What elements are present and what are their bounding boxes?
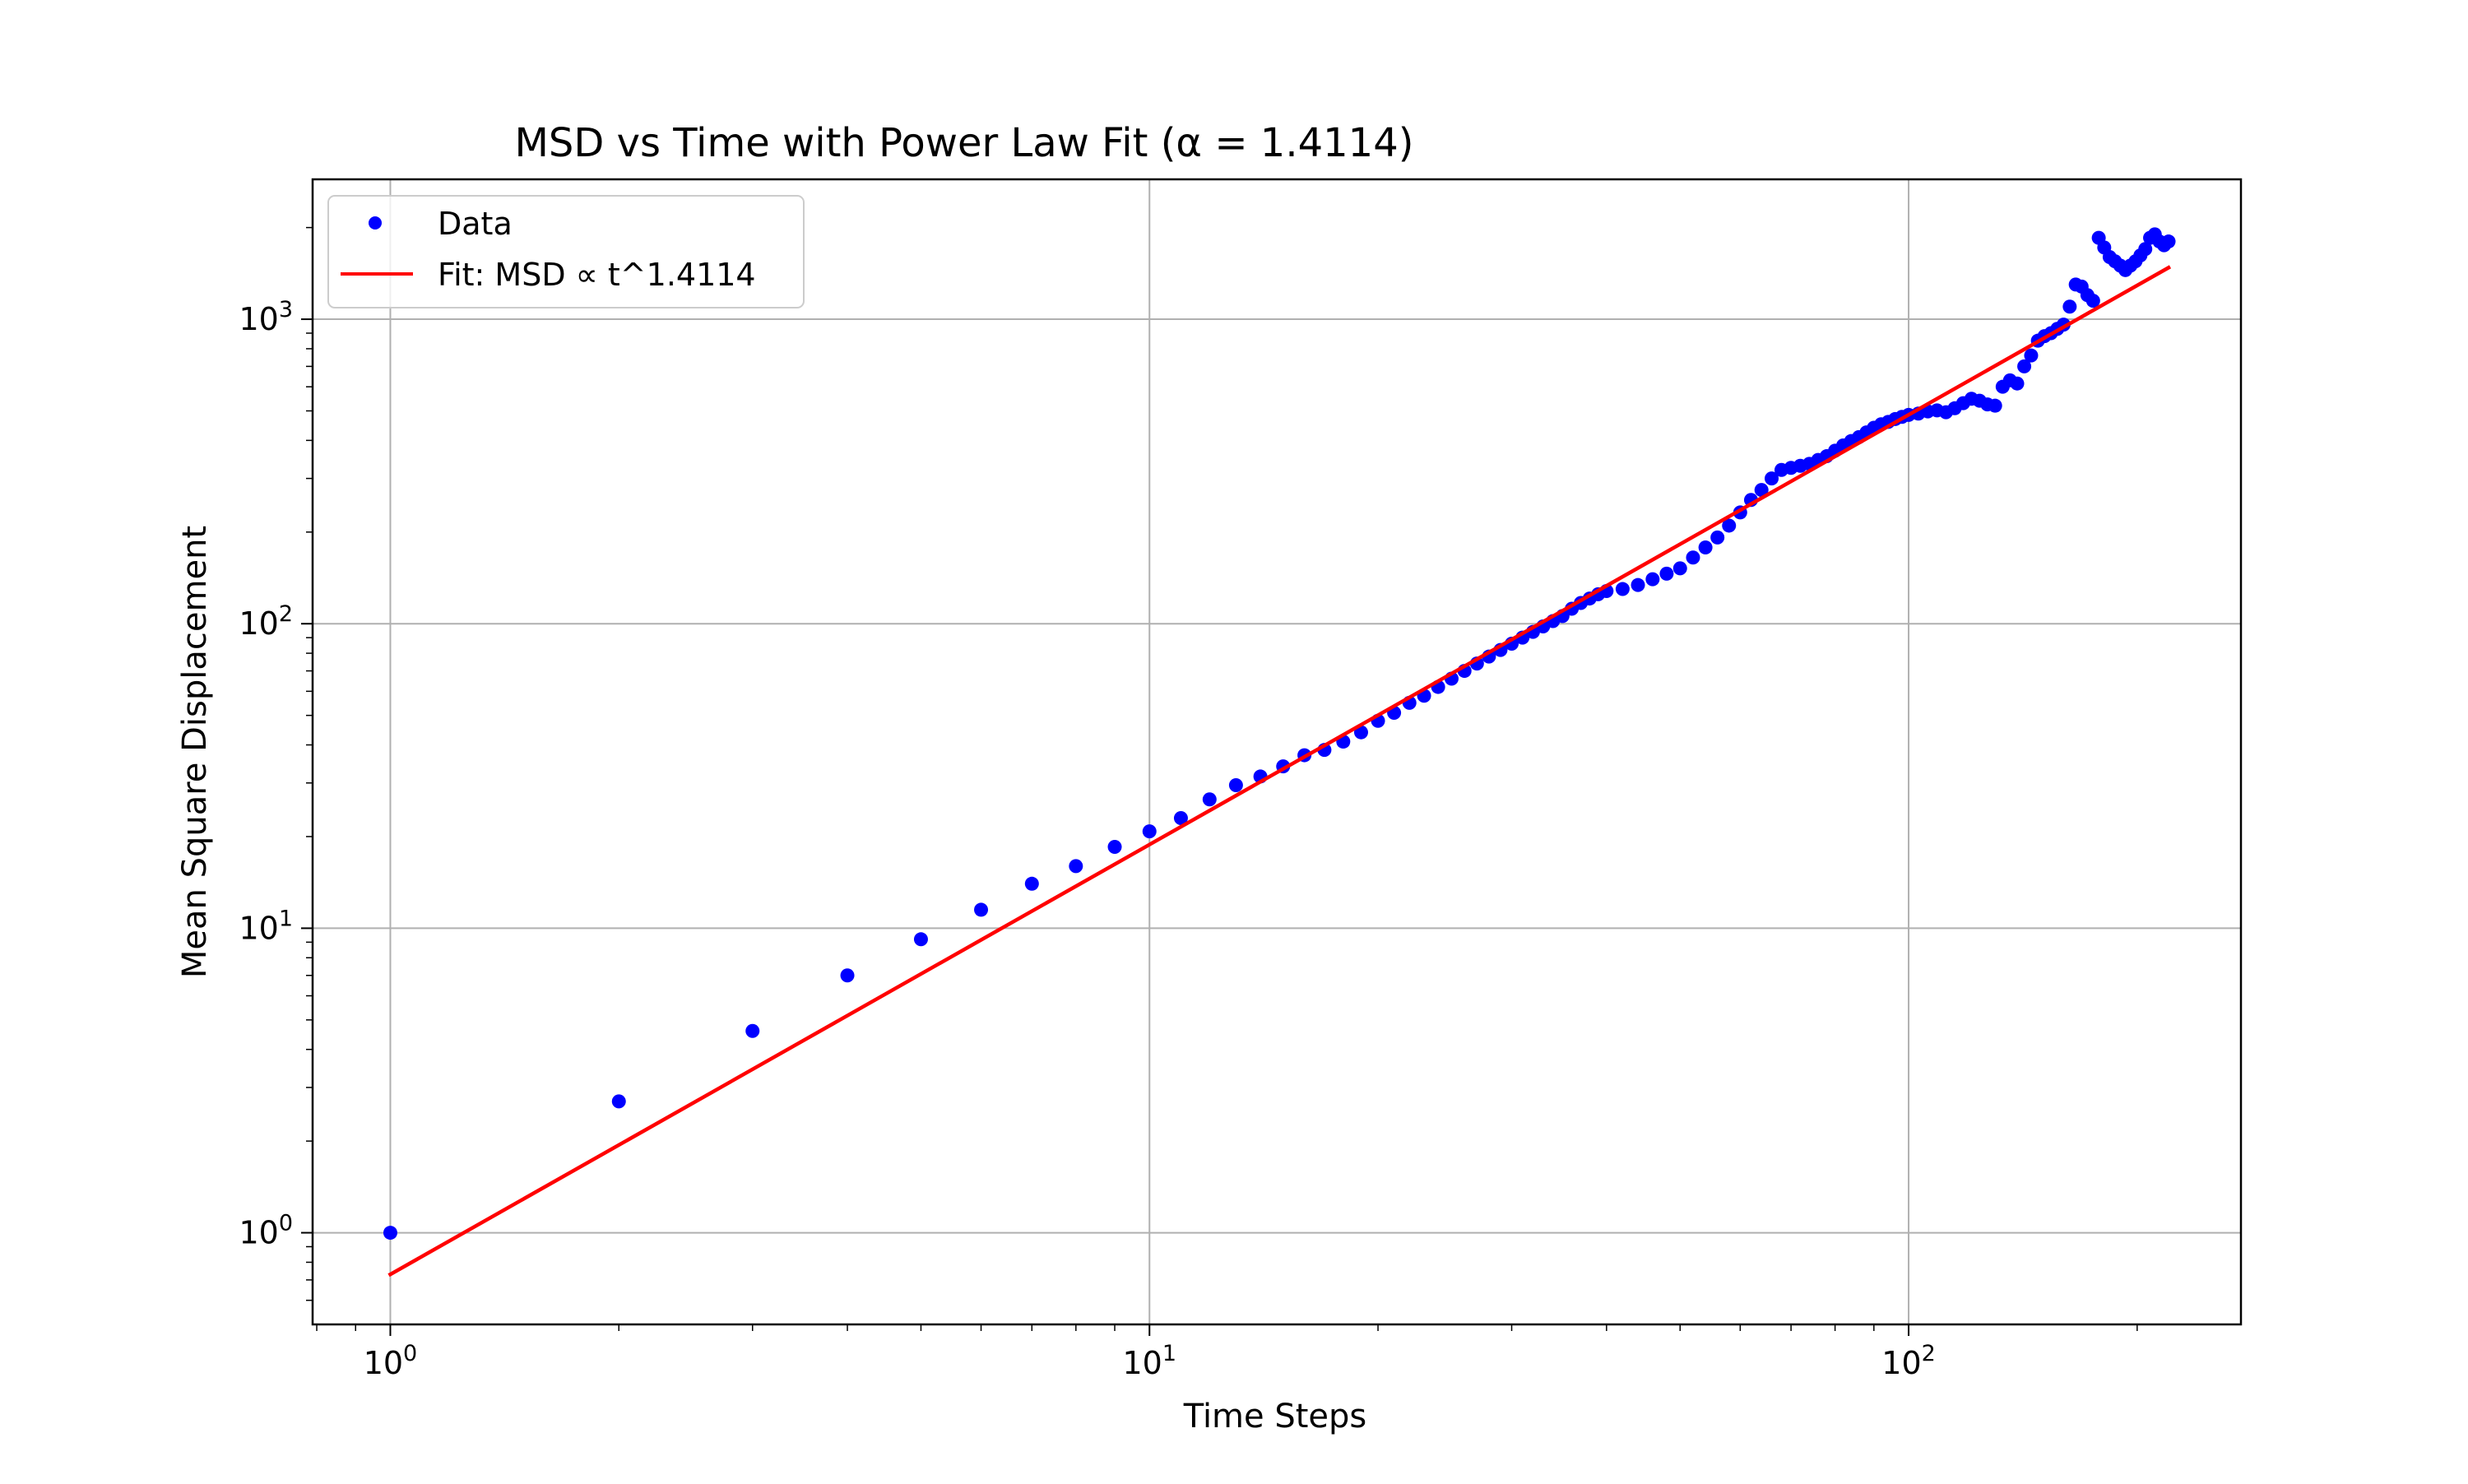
y-tick-label: 100	[239, 1211, 293, 1251]
data-point	[2085, 294, 2100, 308]
data-point	[1173, 810, 1188, 825]
data-point	[383, 1226, 397, 1241]
x-tick-labels: 100 101 102	[364, 1341, 1936, 1381]
y-tick-label: 102	[239, 601, 293, 642]
data-point	[1615, 582, 1630, 596]
data-point	[1988, 398, 2002, 413]
legend-marker-data	[369, 216, 382, 230]
data-point	[1024, 876, 1039, 891]
data-point	[913, 932, 928, 947]
y-tick-label: 101	[239, 906, 293, 946]
y-tick-labels: 100 101 102 103	[239, 297, 293, 1251]
x-tick-label: 102	[1881, 1341, 1936, 1381]
plot-area-frame	[311, 178, 2243, 1326]
data-point	[1107, 839, 1122, 854]
data-point	[611, 1094, 626, 1109]
data-point	[1228, 777, 1243, 792]
data-point	[2017, 359, 2032, 373]
data-point	[1142, 824, 1157, 839]
data-point	[1754, 483, 1769, 498]
x-tick-label: 100	[364, 1341, 418, 1381]
x-axis-label: Time Steps	[1183, 1398, 1367, 1435]
chart-title: MSD vs Time with Power Law Fit (α = 1.41…	[515, 120, 1414, 166]
x-tick-label: 101	[1122, 1341, 1176, 1381]
data-point	[1645, 572, 1660, 587]
major-ticks	[301, 318, 1910, 1336]
data-point	[745, 1023, 760, 1038]
data-point	[1710, 530, 1725, 545]
legend-box	[327, 195, 805, 308]
data-point	[1698, 540, 1713, 555]
data-point	[1765, 471, 1779, 486]
data-point	[2161, 234, 2176, 249]
minor-ticks	[306, 226, 2138, 1331]
data-point	[2062, 299, 2077, 314]
data-point	[1722, 518, 1737, 533]
plot-series	[383, 227, 2176, 1278]
data-point	[1631, 577, 1645, 592]
data-point	[2138, 242, 2153, 257]
data-point	[1202, 792, 1217, 807]
data-point	[840, 968, 855, 983]
fit-line	[387, 265, 2172, 1278]
y-axis-label: Mean Square Displacement	[176, 526, 214, 978]
data-point	[1659, 566, 1674, 581]
grid-lines	[313, 179, 2241, 1324]
data-point	[974, 902, 989, 917]
legend: Data Fit: MSD ∝ t^1.4114	[327, 195, 805, 308]
legend-label-fit: Fit: MSD ∝ t^1.4114	[438, 257, 756, 293]
y-tick-label: 103	[239, 297, 293, 337]
data-point	[1686, 550, 1700, 565]
data-point	[2024, 348, 2039, 363]
data-point	[1069, 859, 1083, 874]
data-point	[1672, 561, 1687, 576]
legend-label-data: Data	[438, 206, 513, 242]
data-point	[2010, 376, 2025, 391]
